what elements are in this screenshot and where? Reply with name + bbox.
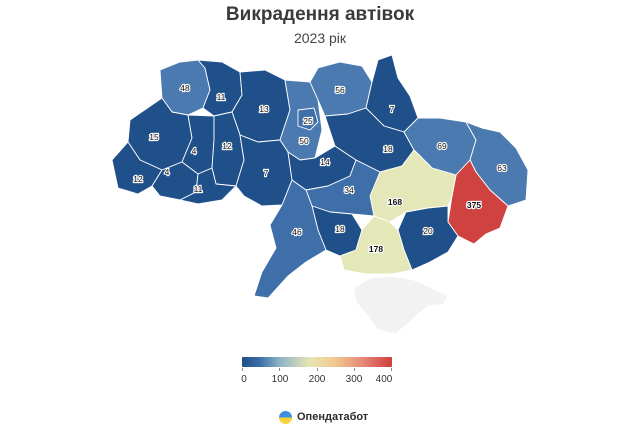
- region-odesa[interactable]: [253, 179, 327, 299]
- legend-tick-label: 200: [308, 374, 326, 385]
- brand: Опендатабот: [279, 409, 368, 425]
- label-mykolaiv: 18: [335, 224, 345, 234]
- label-kyiv-oblast: 50: [299, 136, 309, 146]
- label-odesa: 46: [292, 227, 302, 237]
- label-ivano-frankivsk: 4: [165, 167, 170, 177]
- label-lviv: 15: [149, 132, 159, 142]
- brand-name: Опендатабот: [297, 411, 369, 423]
- label-cherkasy: 14: [320, 157, 330, 167]
- map-subtitle: 2023 рік: [293, 30, 347, 46]
- label-rivne: 11: [217, 92, 226, 102]
- label-vinnytsia: 7: [264, 168, 269, 178]
- map-title: Викрадення автівок: [225, 4, 415, 25]
- legend-tick: [279, 368, 280, 371]
- label-sumy: 7: [390, 104, 395, 114]
- legend-tick-label: 300: [345, 374, 363, 385]
- label-zakarpattia: 12: [133, 174, 143, 184]
- region-chernivtsi[interactable]: [179, 167, 237, 205]
- label-poltava: 18: [383, 144, 393, 154]
- legend-tick: [242, 368, 243, 371]
- label-ternopil: 4: [192, 146, 197, 156]
- opendatabot-logo-icon: [279, 410, 292, 424]
- label-khmelnytskyi: 12: [222, 141, 232, 151]
- color-scale-legend: [242, 357, 392, 367]
- legend-tick: [391, 368, 392, 371]
- label-donetsk: 375: [467, 200, 481, 210]
- legend-tick-label: 400: [375, 374, 393, 385]
- label-luhansk: 63: [497, 163, 507, 173]
- legend-tick-label: 100: [271, 374, 289, 385]
- label-zaporizhzhia: 20: [423, 226, 433, 236]
- region-donetsk[interactable]: [447, 159, 509, 245]
- label-dnipropetrovsk: 168: [388, 197, 402, 207]
- label-kharkiv: 69: [437, 141, 447, 151]
- region-luhansk[interactable]: [465, 121, 529, 207]
- region-crimea[interactable]: [353, 275, 449, 335]
- label-kyiv-city: 25: [303, 116, 313, 126]
- label-volyn: 48: [180, 83, 190, 93]
- legend-tick: [354, 368, 355, 371]
- label-kherson: 178: [369, 244, 383, 254]
- region-kyiv-city[interactable]: [297, 107, 319, 131]
- region-kherson[interactable]: [339, 215, 413, 275]
- label-chernivtsi: 11: [194, 184, 203, 194]
- legend-tick-label: 0: [241, 374, 247, 385]
- label-zhytomyr: 13: [259, 104, 269, 114]
- legend-tick: [317, 368, 318, 371]
- label-kirovohrad: 34: [344, 185, 354, 195]
- label-chernihiv: 56: [335, 85, 345, 95]
